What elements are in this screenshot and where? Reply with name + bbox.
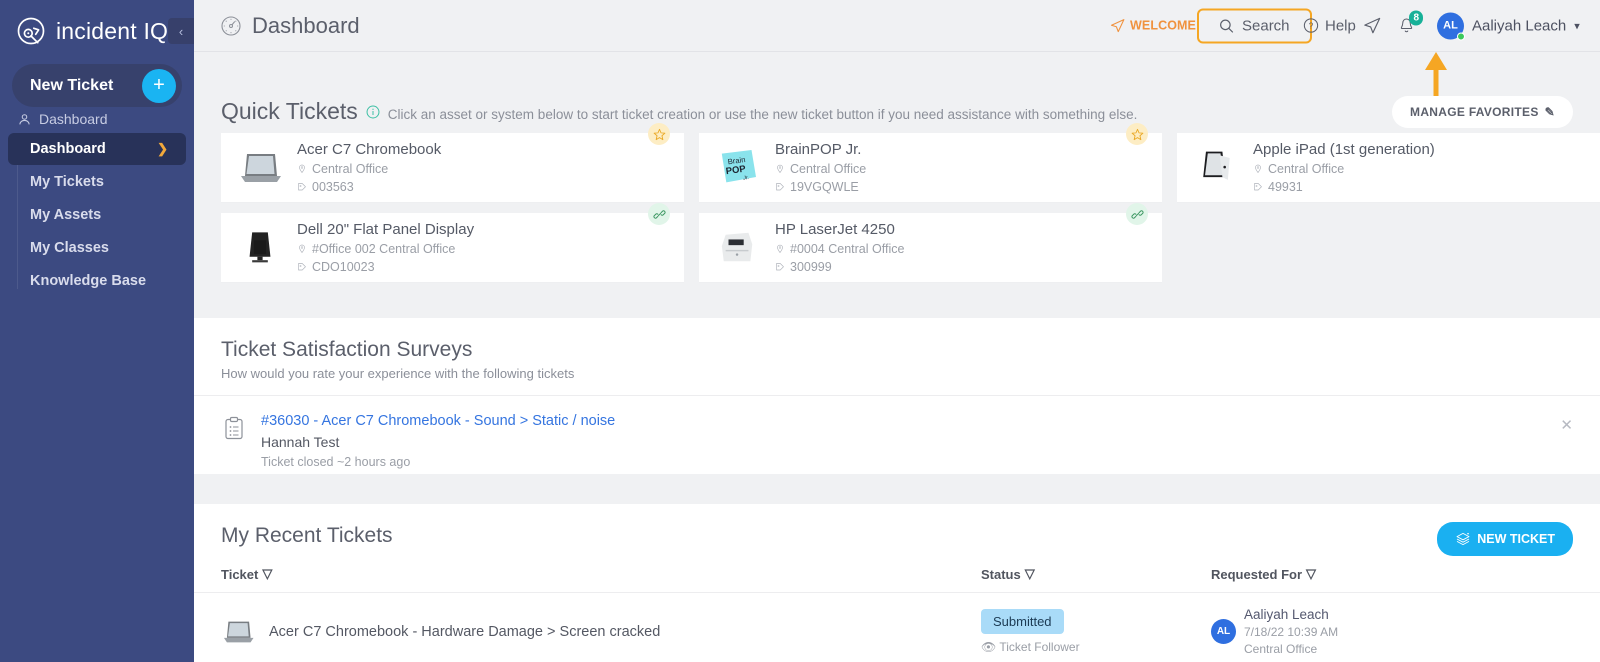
svg-text:?: ? xyxy=(1309,22,1314,31)
svg-text:Jr.: Jr. xyxy=(742,174,750,181)
